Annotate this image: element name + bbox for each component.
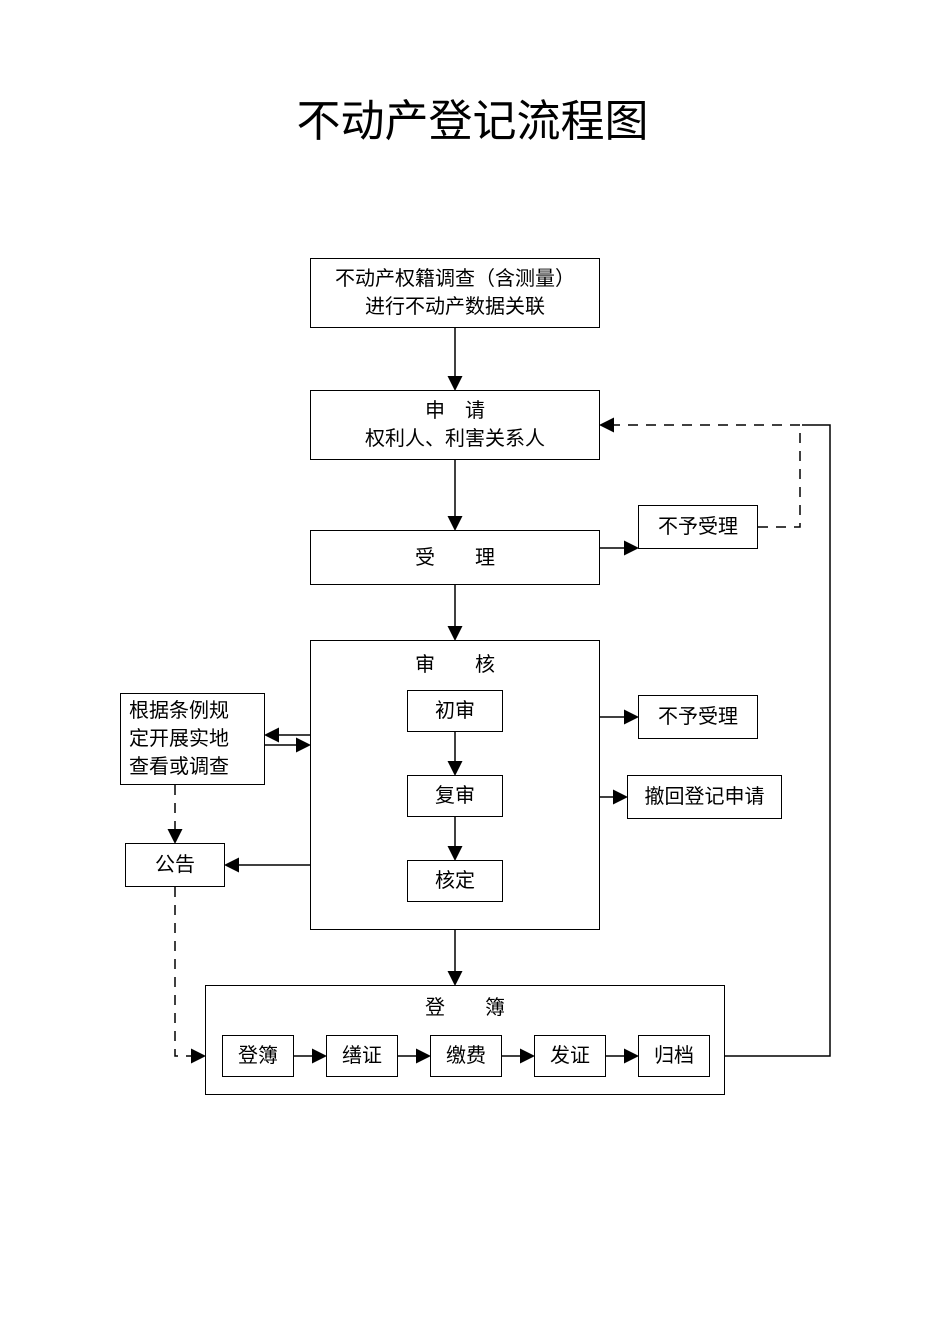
node-review-approve-label: 核定 [435, 867, 475, 895]
node-review-title: 审 核 [415, 651, 495, 679]
diagram-title: 不动产登记流程图 [0, 85, 945, 149]
node-reject2: 不予受理 [638, 695, 758, 739]
node-register-step3: 缴费 [430, 1035, 502, 1077]
node-onsite-line1: 根据条例规 [129, 697, 229, 725]
node-review-second: 复审 [407, 775, 503, 817]
node-review-second-label: 复审 [435, 782, 475, 810]
node-accept-label: 受 理 [415, 544, 495, 572]
node-register-step4: 发证 [534, 1035, 606, 1077]
node-apply-line1: 申 请 [425, 397, 485, 425]
node-register-step1-label: 登簿 [238, 1042, 278, 1070]
node-register-step2-label: 缮证 [342, 1042, 382, 1070]
node-register-step5: 归档 [638, 1035, 710, 1077]
node-register-step4-label: 发证 [550, 1042, 590, 1070]
node-register-step5-label: 归档 [654, 1042, 694, 1070]
node-register-step2: 缮证 [326, 1035, 398, 1077]
node-apply: 申 请 权利人、利害关系人 [310, 390, 600, 460]
node-onsite-line2: 定开展实地 [129, 725, 229, 753]
node-register-title: 登 簿 [425, 994, 505, 1022]
node-onsite-line3: 查看或调查 [129, 753, 229, 781]
node-accept: 受 理 [310, 530, 600, 585]
node-withdraw-label: 撤回登记申请 [645, 783, 765, 811]
node-register-step1: 登簿 [222, 1035, 294, 1077]
node-apply-line2: 权利人、利害关系人 [365, 425, 545, 453]
node-announce: 公告 [125, 843, 225, 887]
node-register-step3-label: 缴费 [446, 1042, 486, 1070]
node-withdraw: 撤回登记申请 [627, 775, 782, 819]
node-reject2-label: 不予受理 [658, 703, 738, 731]
node-survey: 不动产权籍调查（含测量） 进行不动产数据关联 [310, 258, 600, 328]
node-announce-label: 公告 [155, 851, 195, 879]
node-review-first: 初审 [407, 690, 503, 732]
node-review-approve: 核定 [407, 860, 503, 902]
node-survey-line1: 不动产权籍调查（含测量） [335, 265, 575, 293]
node-onsite: 根据条例规 定开展实地 查看或调查 [120, 693, 265, 785]
node-review-first-label: 初审 [435, 697, 475, 725]
node-reject1-label: 不予受理 [658, 513, 738, 541]
node-survey-line2: 进行不动产数据关联 [365, 293, 545, 321]
node-reject1: 不予受理 [638, 505, 758, 549]
